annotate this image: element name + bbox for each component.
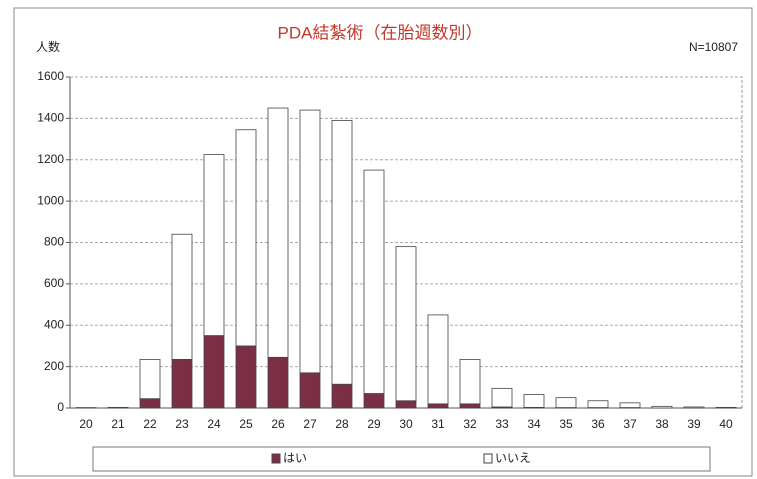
bar-segment xyxy=(299,372,321,409)
bar-segment xyxy=(459,358,481,405)
y-axis-label: 人数 xyxy=(36,39,60,54)
bar-segment xyxy=(395,246,417,402)
bar-segment xyxy=(427,403,449,409)
bar-segment xyxy=(267,107,289,358)
bar-segment xyxy=(139,398,161,409)
bar-segment xyxy=(139,358,161,400)
x-tick-label: 34 xyxy=(527,417,541,431)
x-tick-label: 36 xyxy=(591,417,605,431)
legend-swatch xyxy=(271,453,281,464)
bar-segment xyxy=(331,120,353,385)
bar-segment xyxy=(715,406,737,409)
bar-segment xyxy=(363,169,385,394)
bar-segment xyxy=(459,403,481,409)
y-tick-label: 200 xyxy=(44,359,64,373)
bar-segment xyxy=(171,233,193,360)
x-tick-label: 20 xyxy=(79,417,93,431)
x-tick-label: 38 xyxy=(655,417,669,431)
legend-label: いいえ xyxy=(495,451,531,465)
bar-segment xyxy=(619,402,641,408)
legend-label: はい xyxy=(283,451,307,465)
x-tick-label: 22 xyxy=(143,417,157,431)
bar-segment xyxy=(395,400,417,409)
bar-segment xyxy=(363,393,385,409)
bar-segment xyxy=(267,356,289,409)
x-tick-label: 33 xyxy=(495,417,509,431)
y-tick-label: 1200 xyxy=(37,152,64,166)
y-tick-label: 1000 xyxy=(37,193,64,207)
bar-segment xyxy=(587,400,609,408)
x-tick-label: 37 xyxy=(623,417,637,431)
bar-segment xyxy=(299,109,321,374)
x-tick-label: 31 xyxy=(431,417,445,431)
bar-segment xyxy=(203,335,225,409)
bar-segment xyxy=(683,406,705,409)
y-tick-label: 800 xyxy=(44,235,64,249)
x-tick-label: 30 xyxy=(399,417,413,431)
x-tick-label: 24 xyxy=(207,417,221,431)
bar-segment xyxy=(491,387,513,408)
x-tick-label: 26 xyxy=(271,417,285,431)
chart-title: PDA結紮術（在胎週数別） xyxy=(278,23,483,42)
y-tick-label: 400 xyxy=(44,317,64,331)
bar-segment xyxy=(427,314,449,405)
bar-segment xyxy=(235,345,257,409)
x-tick-label: 25 xyxy=(239,417,253,431)
bar-segment xyxy=(107,406,129,409)
x-tick-label: 39 xyxy=(687,417,701,431)
annotation: N=10807 xyxy=(689,40,738,54)
y-tick-label: 1600 xyxy=(37,69,64,83)
x-tick-label: 21 xyxy=(111,417,125,431)
y-tick-label: 600 xyxy=(44,276,64,290)
x-tick-label: 35 xyxy=(559,417,573,431)
bar-segment xyxy=(203,154,225,336)
y-tick-label: 0 xyxy=(57,400,64,414)
bar-segment xyxy=(331,383,353,409)
x-tick-label: 28 xyxy=(335,417,349,431)
x-tick-label: 27 xyxy=(303,417,317,431)
x-tick-label: 23 xyxy=(175,417,189,431)
bar-segment xyxy=(171,358,193,409)
legend xyxy=(92,446,711,472)
bar-segment xyxy=(523,394,545,408)
legend-swatch xyxy=(483,453,493,464)
x-tick-label: 40 xyxy=(719,417,733,431)
y-tick-label: 1400 xyxy=(37,111,64,125)
x-tick-label: 29 xyxy=(367,417,381,431)
bar-segment xyxy=(235,129,257,347)
x-tick-label: 32 xyxy=(463,417,477,431)
bar-segment xyxy=(555,397,577,408)
bar-segment xyxy=(651,405,673,409)
